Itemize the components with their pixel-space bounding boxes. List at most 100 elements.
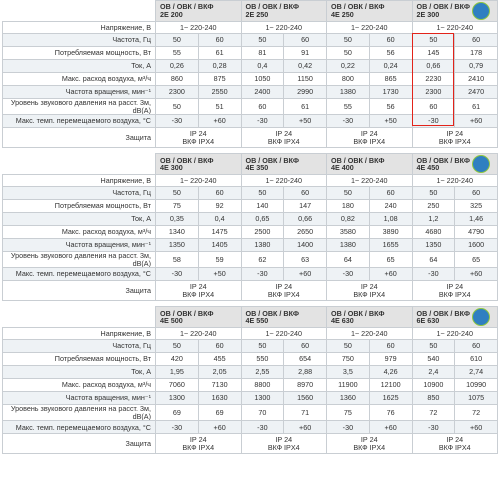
spec-cell: IP 24 ВКФ IPX4: [155, 280, 242, 302]
spec-cell: 7130: [197, 378, 242, 393]
spec-row: Напряжение, В 1~ 220-240 1~ 220-240 1~ 220-…: [2, 327, 498, 341]
spec-line: ВКФ IPX4: [353, 442, 386, 452]
spec-cell: 3,5: [326, 365, 370, 380]
model-series: ОВ / ОВК / ВКФ: [331, 308, 385, 318]
spec-line: ВКФ IPX4: [267, 289, 300, 299]
model-name: 2Е 200: [160, 10, 183, 19]
spec-cell: -30: [240, 267, 285, 282]
spec-cell: 4680: [411, 225, 456, 240]
spec-cell: 60: [197, 186, 242, 201]
spec-cell: 420: [155, 352, 199, 367]
spec-line: IP 24: [189, 282, 207, 292]
model-series: ОВ / ОВК / ВКФ: [331, 155, 385, 165]
row-label: Напряжение, В: [2, 327, 156, 341]
spec-cell: 1~ 220-240: [240, 327, 327, 341]
spec-cell: 1~ 220-240: [155, 174, 242, 188]
row-label: Частота, Гц: [2, 33, 156, 47]
row-label: Уровень звукового давления на расст. 3м,…: [2, 404, 156, 422]
spec-row: Потребляемая мощность, Вт 420 455 550 654 750…: [2, 352, 498, 367]
spec-cell: 12100: [368, 378, 413, 393]
spec-line: ВКФ IPX4: [182, 289, 215, 299]
model-name: 4Е 550: [245, 316, 269, 326]
model-name: 4Е 300: [160, 163, 183, 173]
spec-cell: 180: [326, 199, 370, 214]
spec-cell: +60: [454, 267, 498, 282]
model-name: 4Е 250: [331, 10, 354, 19]
spec-cell: 50: [155, 339, 199, 354]
spec-cell: 70: [240, 404, 285, 422]
spec-row: Защита IP 24 ВКФ IPX4 IP 24 ВКФ IPX4 IP 24 ВКФ…: [2, 127, 498, 149]
model-header: ОВ / ОВК / ВКФ 4Е 350: [240, 153, 327, 176]
spec-row: Потребляемая мощность, Вт 55 61 81 91 50 56 145…: [2, 46, 498, 60]
spec-cell: 59: [197, 251, 242, 269]
spec-cell: 1600: [454, 238, 498, 253]
spec-cell: 250: [411, 199, 456, 214]
spec-cell: 1380: [240, 238, 285, 253]
spec-row: Макс. темп. перемещаемого воздуха, °С -30…: [2, 420, 498, 435]
spec-row: Защита IP 24 ВКФ IPX4 IP 24 ВКФ IPX4 IP 24 ВКФ…: [2, 280, 498, 302]
spec-cell: 60: [368, 33, 413, 47]
spec-cell: 0,26: [155, 59, 199, 73]
model-series: ОВ / ОВК / ВКФ: [245, 155, 300, 165]
spec-cell: IP 24 ВКФ IPX4: [326, 280, 413, 302]
spec-table: ОВ / ОВК / ВКФ 2Е 200 ОВ / ОВК / ВКФ 2Е 250…: [2, 0, 498, 149]
spec-row: Частота, Гц 50 60 50 60 50 60 50 60: [2, 33, 498, 47]
model-name: 4Е 500: [160, 316, 183, 326]
blank-cell: [2, 153, 156, 175]
spec-cell: 1075: [454, 391, 498, 406]
spec-cell: 1350: [155, 238, 199, 253]
spec-cell: 2,4: [411, 365, 456, 380]
spec-cell: 540: [411, 352, 456, 367]
spec-cell: 1~ 220-240: [411, 327, 498, 341]
spec-cell: 56: [368, 46, 413, 60]
spec-line: ВКФ IPX4: [438, 289, 471, 299]
spec-cell: 1,46: [454, 212, 498, 227]
spec-cell: 0,4: [240, 59, 285, 73]
spec-table: ОВ / ОВК / ВКФ 4Е 500 ОВ / ОВК / ВКФ 4Е 550…: [2, 306, 498, 455]
spec-cell: 1~ 220-240: [326, 174, 413, 188]
spec-row: Частота вращения, мин⁻¹ 1300 1630 1300 1560 1…: [2, 391, 498, 406]
spec-cell: 1630: [197, 391, 242, 406]
spec-cell: 1625: [368, 391, 413, 406]
spec-cell: 10990: [454, 378, 498, 393]
spec-cell: 2550: [197, 85, 242, 99]
header-row: ОВ / ОВК / ВКФ 4Е 300 ОВ / ОВК / ВКФ 4Е 350…: [2, 153, 498, 176]
spec-cell: 610: [454, 352, 498, 367]
spec-cell: 60: [454, 339, 498, 354]
spec-row: Напряжение, В 1~ 220-240 1~ 220-240 1~ 220-…: [2, 21, 498, 34]
spec-cell: 550: [240, 352, 285, 367]
spec-cell: 50: [240, 186, 285, 201]
spec-cell: -30: [240, 114, 285, 129]
model-header: ОВ / ОВК / ВКФ 2Е 250: [240, 0, 327, 22]
spec-row: Уровень звукового давления на расст. 3м,…: [2, 404, 498, 422]
spec-line: IP 24: [446, 435, 464, 445]
spec-cell: 60: [240, 97, 285, 116]
spec-cell: 1655: [368, 238, 413, 253]
spec-cell: 1380: [326, 238, 370, 253]
spec-line: IP 24: [275, 129, 293, 139]
spec-cell: 76: [368, 404, 413, 422]
spec-cell: 60: [197, 339, 242, 354]
spec-cell: 8970: [283, 378, 327, 393]
spec-cell: 455: [197, 352, 242, 367]
spec-cell: 2300: [155, 85, 199, 99]
model-name: 4Е 350: [245, 163, 269, 173]
row-label: Потребляемая мощность, Вт: [2, 352, 156, 367]
spec-cell: 60: [283, 33, 327, 47]
spec-cell: 865: [368, 72, 413, 86]
spec-cell: 2,55: [240, 365, 285, 380]
model-header: ОВ / ОВК / ВКФ 4Е 250: [326, 0, 413, 22]
spec-cell: 65: [368, 251, 413, 269]
spec-cell: 2,05: [197, 365, 242, 380]
spec-cell: 64: [411, 251, 456, 269]
spec-cell: 1300: [240, 391, 285, 406]
spec-line: ВКФ IPX4: [267, 136, 300, 146]
spec-cell: 1300: [155, 391, 199, 406]
spec-cell: 50: [326, 339, 370, 354]
model-name: 6Е 630: [416, 316, 440, 326]
spec-line: IP 24: [189, 129, 207, 139]
row-label: Частота вращения, мин⁻¹: [2, 391, 156, 406]
model-header: ОВ / ОВК / ВКФ 4Е 500: [155, 306, 242, 329]
spec-cell: 8800: [240, 378, 285, 393]
spec-row: Макс. темп. перемещаемого воздуха, °С -30…: [2, 114, 498, 129]
